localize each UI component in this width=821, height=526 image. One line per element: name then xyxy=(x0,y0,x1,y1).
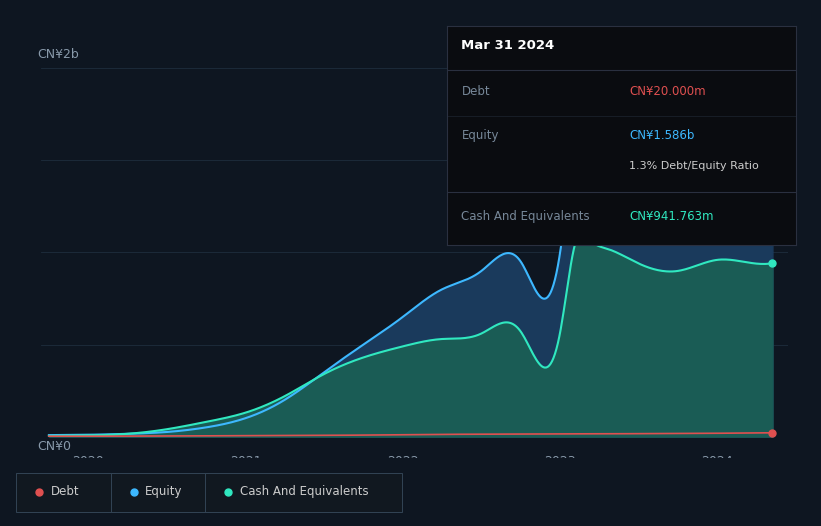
Text: 2020: 2020 xyxy=(72,455,104,468)
Text: Equity: Equity xyxy=(461,129,499,142)
Text: 2021: 2021 xyxy=(230,455,261,468)
Text: Debt: Debt xyxy=(51,485,80,498)
Text: CN¥20.000m: CN¥20.000m xyxy=(629,85,705,98)
Text: CN¥1.586b: CN¥1.586b xyxy=(629,129,695,142)
Text: 2023: 2023 xyxy=(544,455,576,468)
Text: Cash And Equivalents: Cash And Equivalents xyxy=(240,485,369,498)
Text: 2022: 2022 xyxy=(387,455,419,468)
Text: CN¥941.763m: CN¥941.763m xyxy=(629,210,713,222)
Text: CN¥0: CN¥0 xyxy=(37,440,71,453)
Text: 1.3% Debt/Equity Ratio: 1.3% Debt/Equity Ratio xyxy=(629,161,759,171)
Text: CN¥2b: CN¥2b xyxy=(37,48,79,61)
Text: Mar 31 2024: Mar 31 2024 xyxy=(461,39,555,53)
FancyBboxPatch shape xyxy=(111,473,209,512)
FancyBboxPatch shape xyxy=(205,473,402,512)
FancyBboxPatch shape xyxy=(16,473,115,512)
Text: Debt: Debt xyxy=(461,85,490,98)
Text: Equity: Equity xyxy=(145,485,183,498)
Text: Cash And Equivalents: Cash And Equivalents xyxy=(461,210,590,222)
Text: 2024: 2024 xyxy=(702,455,733,468)
